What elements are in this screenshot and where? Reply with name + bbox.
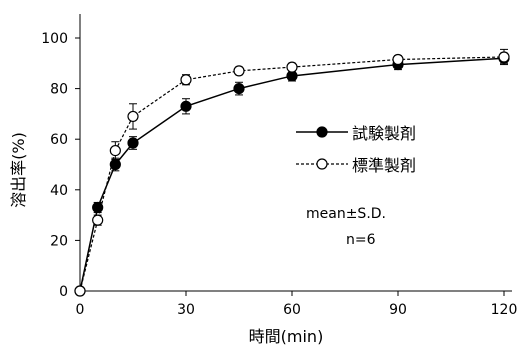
legend: 試験製剤 標準製剤 [296, 124, 416, 175]
y-tick-label: 80 [50, 82, 68, 98]
annotation-mean-sd: mean±S.D. [306, 206, 386, 222]
y-tick-label: 100 [41, 31, 68, 47]
data-point-test [109, 158, 121, 171]
y-tick-label: 40 [50, 183, 68, 199]
data-point-reference [392, 53, 404, 66]
axes-layer: 0 20 40 60 80 100 0 30 60 90 120 [41, 14, 517, 318]
data-point-reference [74, 285, 86, 297]
y-tick-label: 60 [50, 132, 68, 148]
legend-label-reference: 標準製剤 [352, 156, 416, 175]
y-tick-label: 0 [59, 284, 68, 300]
data-point-reference [109, 144, 121, 157]
y-tick-label: 20 [50, 233, 68, 249]
series-line-reference [79, 56, 505, 292]
legend-label-test: 試験製剤 [352, 124, 416, 143]
x-axis-label: 時間(min) [249, 327, 324, 346]
data-point-test [180, 100, 192, 112]
annotation-n: n=6 [346, 232, 376, 248]
series-line-test [79, 57, 505, 292]
series-layer [74, 48, 510, 297]
x-tick-label: 0 [76, 302, 85, 318]
data-point-reference [127, 110, 139, 123]
x-tick-label: 90 [389, 302, 407, 318]
data-point-reference [498, 51, 510, 63]
data-point-reference [92, 214, 104, 226]
annotation: mean±S.D. n=6 [306, 206, 386, 248]
data-point-test [127, 137, 139, 149]
y-axis-label: 溶出率(%) [9, 132, 28, 208]
data-point-reference [286, 61, 298, 73]
legend-marker-test [316, 126, 328, 138]
x-tick-label: 30 [177, 302, 195, 318]
x-tick-label: 60 [283, 302, 301, 318]
x-tick-label: 120 [491, 302, 518, 318]
data-point-test [233, 82, 245, 95]
data-point-reference [233, 65, 245, 77]
data-point-test [92, 201, 104, 214]
legend-marker-reference [316, 158, 328, 170]
data-point-reference [180, 74, 192, 86]
